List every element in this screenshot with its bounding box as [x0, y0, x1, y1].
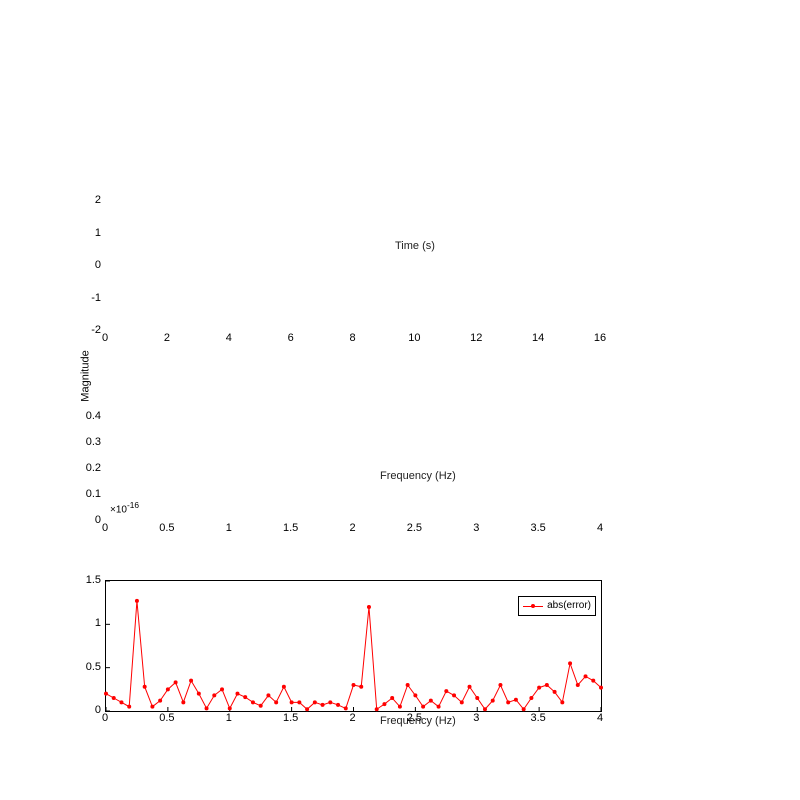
- y-tick-label: 1: [77, 617, 101, 629]
- x-tick-label: 6: [288, 332, 294, 344]
- y-tick-label: 2: [77, 194, 101, 206]
- legend-item: abs(error): [523, 599, 591, 613]
- x-tick-label: 1.5: [283, 522, 298, 534]
- x-tick-label: 2: [164, 332, 170, 344]
- y-tick-label: 0.3: [77, 436, 101, 448]
- subplot-error: abs(error): [0, 0, 800, 800]
- y-tick-label: 0: [77, 514, 101, 526]
- x-tick-label: 3: [473, 712, 479, 724]
- x-tick-label: 3.5: [530, 712, 545, 724]
- x-tick-label: 0.5: [159, 712, 174, 724]
- x-tick-label: 4: [226, 332, 232, 344]
- inner-label-1: Time (s): [395, 240, 435, 252]
- inner-label-2: Frequency (Hz): [380, 470, 456, 482]
- x-tick-label: 3: [473, 522, 479, 534]
- x-tick-label: 1.5: [283, 712, 298, 724]
- y-tick-label: -2: [77, 324, 101, 336]
- x-tick-label: 0.5: [159, 522, 174, 534]
- x-tick-label: 0: [102, 522, 108, 534]
- x-tick-label: 8: [349, 332, 355, 344]
- x-tick-label: 2: [349, 522, 355, 534]
- x-tick-label: 12: [470, 332, 482, 344]
- y-tick-label: 1.5: [77, 574, 101, 586]
- y-tick-label: 1: [77, 227, 101, 239]
- y-tick-label: 0.1: [77, 488, 101, 500]
- x-tick-label: 0: [102, 712, 108, 724]
- x-tick-label: 3.5: [530, 522, 545, 534]
- legend-label: abs(error): [547, 599, 591, 613]
- legend-3: abs(error): [518, 596, 596, 616]
- x-tick-label: 2.5: [407, 712, 422, 724]
- y-tick-label: 0.4: [77, 410, 101, 422]
- y-tick-label: 0: [77, 259, 101, 271]
- x-tick-label: 10: [408, 332, 420, 344]
- exponent-label: ×10-16: [110, 500, 139, 515]
- y-tick-label: 0: [77, 704, 101, 716]
- x-tick-label: 4: [597, 712, 603, 724]
- y-tick-label: 0.5: [77, 661, 101, 673]
- x-tick-label: 2.5: [407, 522, 422, 534]
- x-tick-label: 2: [349, 712, 355, 724]
- x-tick-label: 14: [532, 332, 544, 344]
- y-tick-label: -1: [77, 292, 101, 304]
- plot-area-3: abs(error): [105, 580, 602, 712]
- x-tick-label: 4: [597, 522, 603, 534]
- x-tick-label: 1: [226, 712, 232, 724]
- x-tick-label: 1: [226, 522, 232, 534]
- x-tick-label: 0: [102, 332, 108, 344]
- x-tick-label: 16: [594, 332, 606, 344]
- y-tick-label: 0.2: [77, 462, 101, 474]
- ylabel-magnitude: Magnitude: [80, 350, 92, 401]
